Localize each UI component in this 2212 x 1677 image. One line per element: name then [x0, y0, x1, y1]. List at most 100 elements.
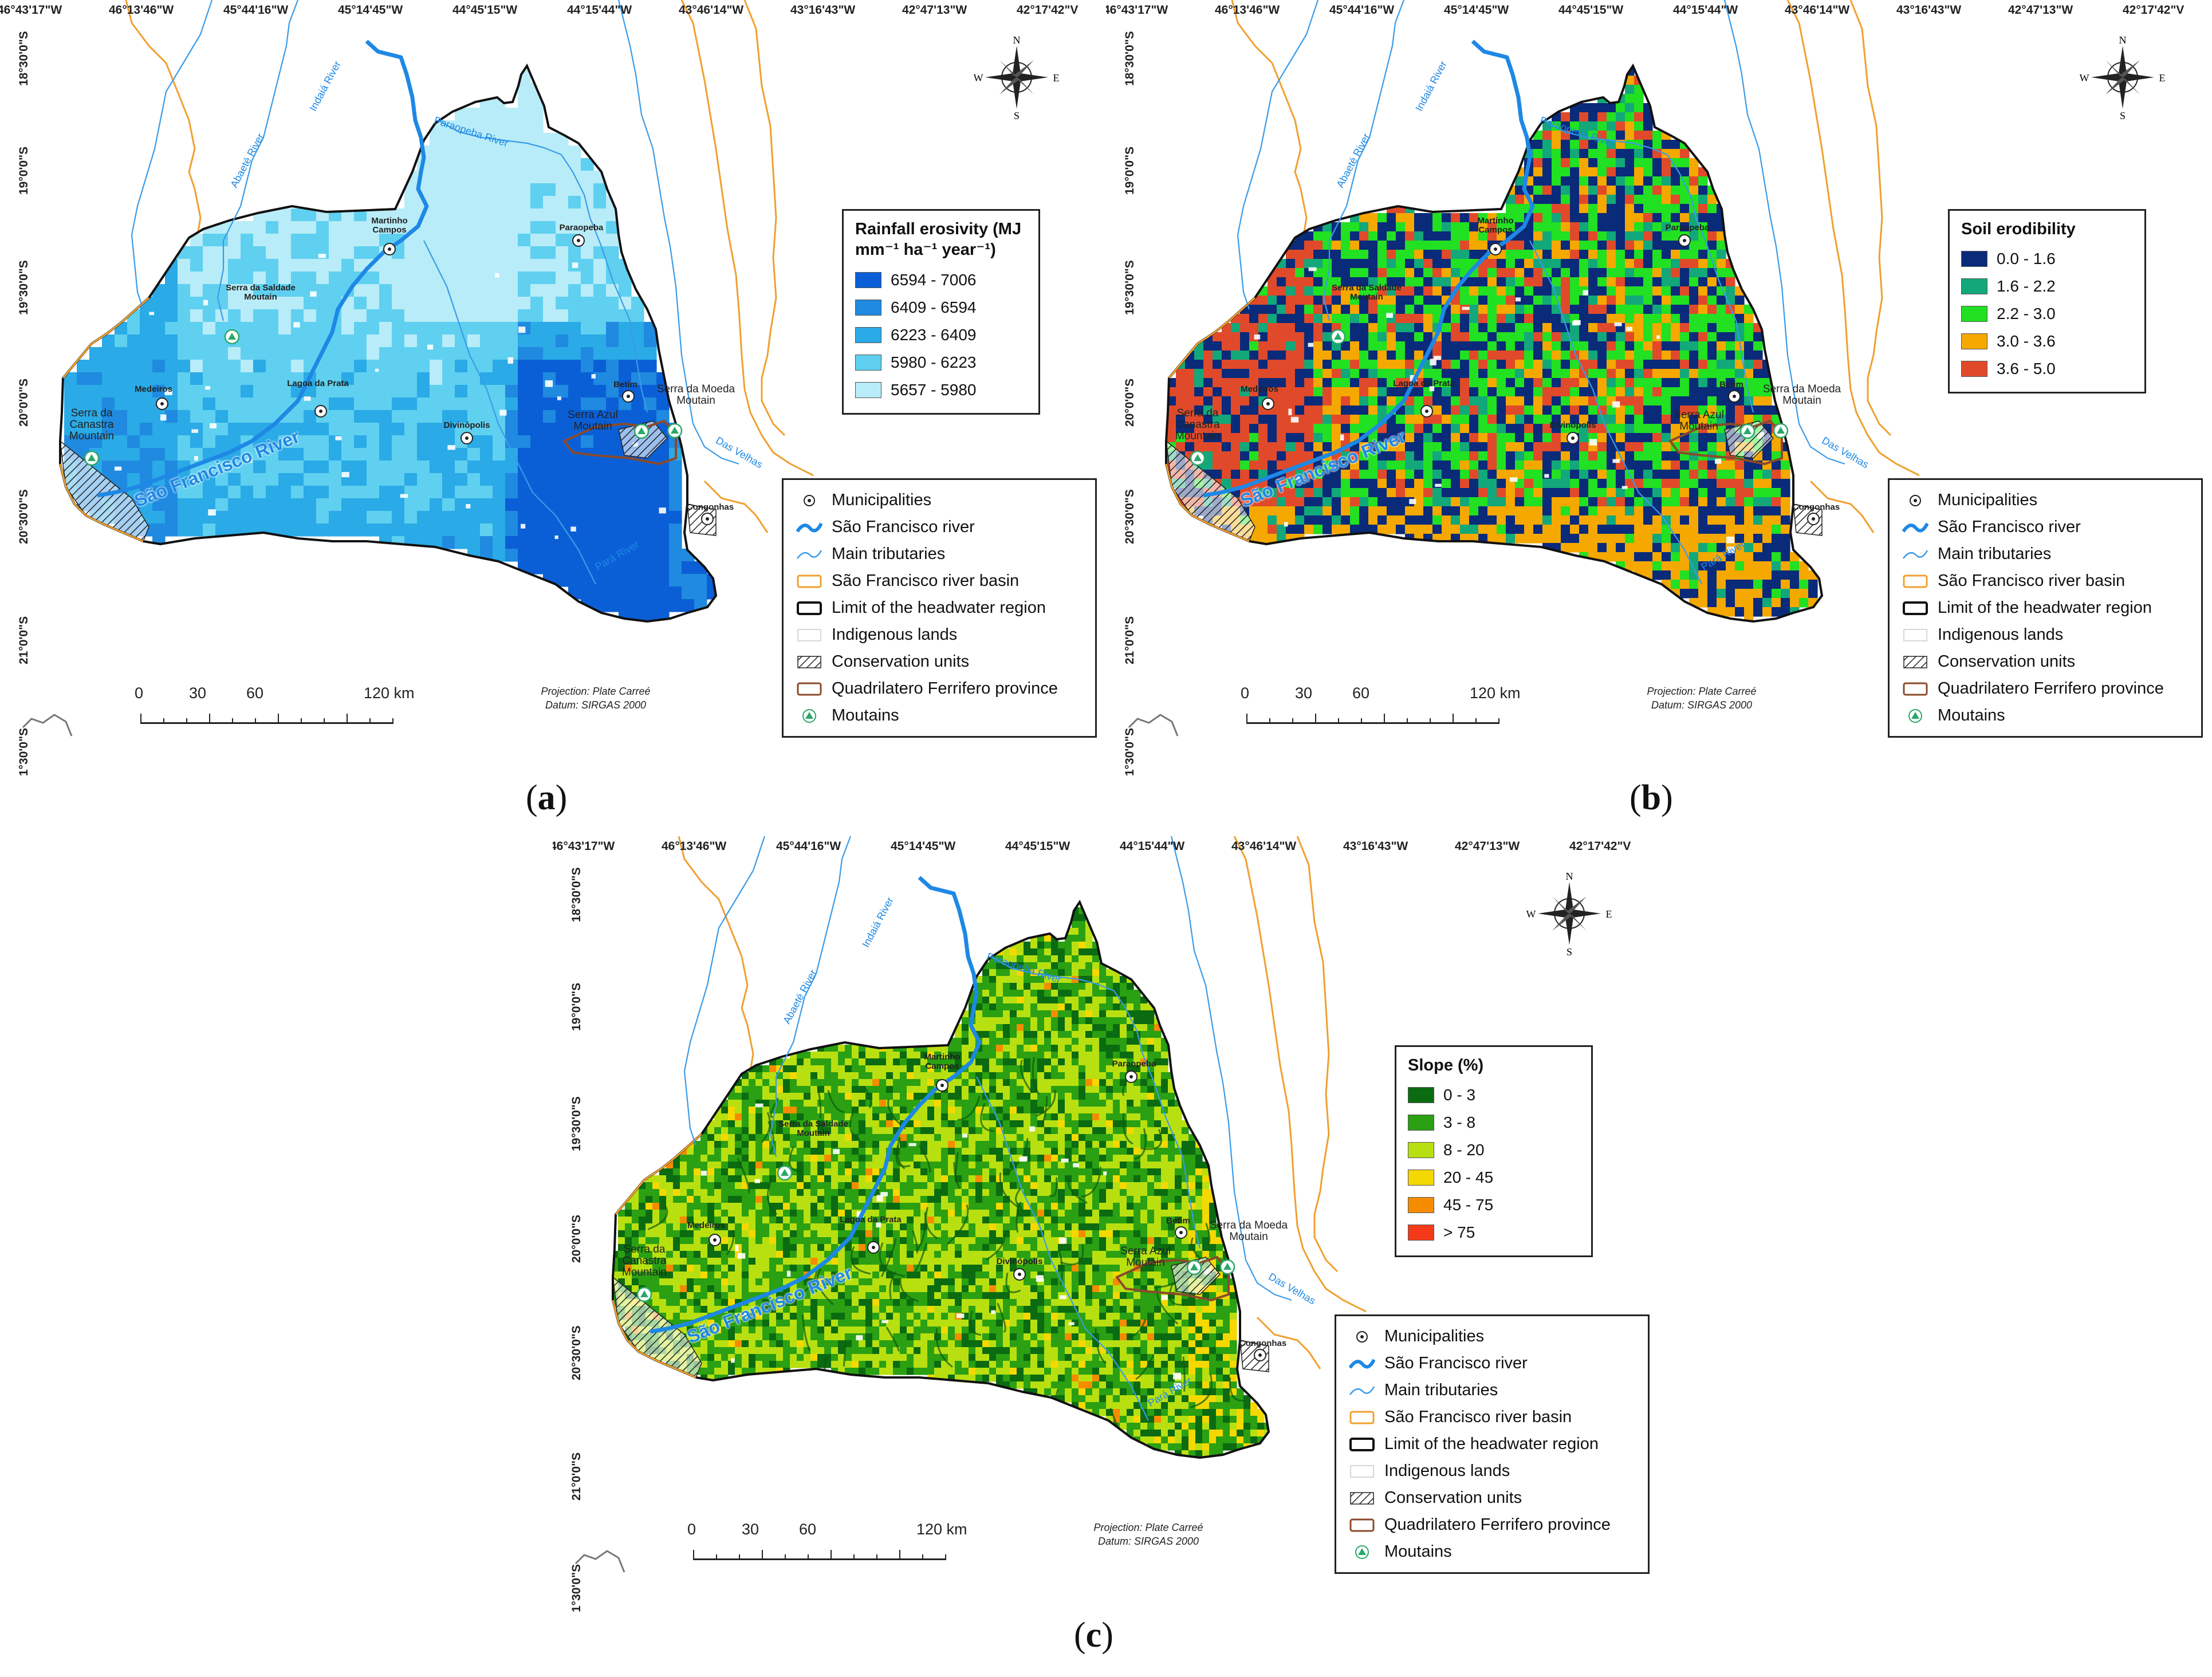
raster-cell [1542, 222, 1552, 232]
raster-cell [996, 969, 1003, 977]
raster-cell [619, 536, 632, 549]
raster-cell [1451, 323, 1461, 333]
raster-cell [203, 309, 216, 322]
raster-cell [1323, 497, 1332, 507]
raster-cell [1469, 406, 1479, 415]
raster-cell [1469, 424, 1479, 434]
raster-cell [253, 259, 266, 272]
raster-cell [1368, 451, 1378, 461]
legend-symbol-quadrilatero [796, 680, 822, 698]
raster-cell [1643, 415, 1653, 424]
raster-cell [1051, 1003, 1058, 1011]
raster-cell [817, 1052, 825, 1059]
raster-cell [1194, 351, 1204, 360]
raster-cell [1753, 369, 1763, 379]
raster-cell [304, 208, 317, 222]
raster-cell [1017, 962, 1024, 970]
raster-cell [241, 284, 254, 297]
raster-cell [1506, 433, 1516, 443]
raster-cell [1127, 990, 1134, 997]
raster-cell [1451, 268, 1461, 278]
raster-cell [1213, 396, 1222, 406]
raster-cell [1561, 213, 1571, 223]
raster-cell [455, 334, 468, 348]
raster-cell [606, 536, 619, 549]
basin-line [1233, 836, 1367, 1313]
raster-cell [64, 435, 77, 448]
raster-cell [1203, 369, 1213, 379]
raster-cell [1396, 506, 1406, 516]
raster-cell [1588, 112, 1598, 122]
raster-cell [1698, 442, 1708, 452]
raster-cell [1597, 396, 1607, 406]
raster-cell [253, 297, 266, 310]
raster-cell [1044, 1017, 1052, 1025]
raster-cell [1772, 470, 1781, 479]
raster-cell [1726, 552, 1735, 562]
raster-cell [1079, 1045, 1086, 1052]
raster-cell [1414, 497, 1424, 507]
raster-cell [619, 322, 632, 335]
indigenous-patch [545, 380, 553, 387]
raster-cell [1698, 286, 1708, 296]
raster-cell [1368, 323, 1378, 333]
raster-cell [872, 1058, 880, 1066]
raster-cell [1680, 250, 1690, 259]
raster-cell [1222, 451, 1231, 461]
raster-cell [404, 347, 418, 360]
raster-cell [1726, 351, 1735, 360]
raster-cell [865, 1072, 873, 1080]
raster-cell [1680, 296, 1690, 305]
raster-cell [530, 297, 544, 310]
raster-cell [606, 234, 619, 247]
raster-cell [1625, 369, 1635, 379]
raster-cell [1616, 369, 1625, 379]
raster-cell [619, 523, 632, 537]
raster-cell [1387, 222, 1396, 232]
raster-cell [1735, 314, 1745, 324]
compass-letter-n: N [1013, 34, 1021, 46]
raster-cell [1735, 479, 1745, 489]
raster-cell [543, 271, 556, 285]
raster-cell [1268, 506, 1277, 516]
raster-cell [1469, 250, 1479, 259]
raster-cell [1487, 515, 1497, 525]
raster-cell [1323, 259, 1332, 269]
raster-cell [1423, 488, 1433, 498]
raster-cell [1579, 433, 1589, 443]
raster-cell [1286, 268, 1296, 278]
raster-cell [810, 1058, 818, 1066]
raster-cell [518, 208, 531, 222]
raster-cell [1707, 525, 1717, 534]
raster-cell [518, 95, 531, 108]
raster-cell [379, 309, 392, 322]
raster-cell [1332, 387, 1341, 397]
raster-cell [852, 1072, 859, 1080]
place-label-divinopolis: Divinópolis [443, 420, 490, 430]
raster-cell [1396, 479, 1406, 489]
raster-cell [606, 599, 619, 612]
feature-legend-row: Limit of the headwater region [1902, 595, 2189, 621]
raster-cell [89, 360, 103, 373]
raster-cell [1487, 296, 1497, 305]
raster-cell [455, 385, 468, 398]
raster-cell [1432, 305, 1442, 314]
raster-cell [354, 460, 367, 474]
raster-cell [1313, 378, 1323, 388]
raster-cell [1213, 351, 1222, 360]
raster-cell [749, 1072, 756, 1080]
raster-cell [1597, 424, 1607, 434]
raster-cell [203, 284, 216, 297]
raster-cell [1387, 259, 1396, 269]
raster-cell [1552, 396, 1561, 406]
raster-cell [379, 360, 392, 373]
raster-cell [1698, 296, 1708, 305]
raster-cell [1368, 506, 1378, 516]
raster-cell [1249, 305, 1259, 314]
raster-cell [442, 523, 455, 537]
scale-division [1315, 714, 1316, 724]
raster-cell [1533, 470, 1543, 479]
raster-cell [1707, 460, 1717, 470]
raster-cell [1570, 323, 1580, 333]
